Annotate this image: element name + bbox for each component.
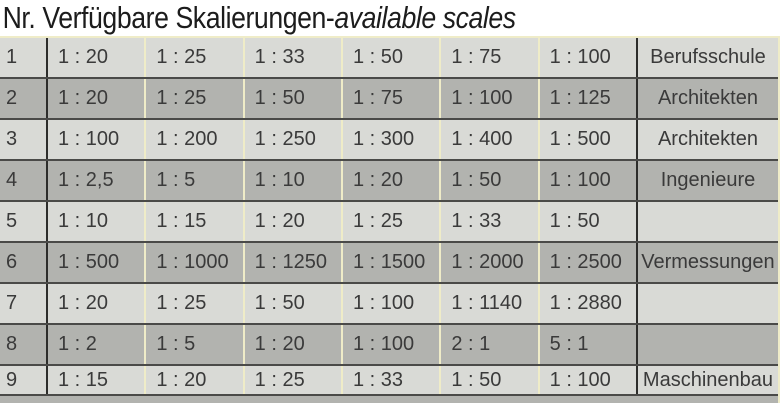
scale-cell: 1 : 20: [146, 366, 245, 394]
scale-cell: 1 : 25: [245, 366, 343, 394]
scale-cell: 1 : 500: [48, 243, 147, 282]
scale-cell: 1 : 25: [146, 38, 245, 77]
scale-cell: 1 : 10: [48, 202, 147, 241]
scale-cell: 1 : 25: [343, 202, 442, 241]
scale-cell: 1 : 15: [146, 202, 245, 241]
table-row: 1 1 : 20 1 : 25 1 : 33 1 : 50 1 : 75 1 :…: [0, 38, 778, 79]
scale-cell: 1 : 10: [245, 161, 343, 200]
scale-cell: 1 : 25: [146, 284, 245, 323]
scale-cell: 1 : 33: [441, 202, 540, 241]
category-cell: Berufsschule: [635, 38, 778, 77]
scale-cell: 1 : 20: [245, 325, 343, 364]
category-cell: Ingenieure: [635, 161, 778, 200]
scale-cell: 1 : 50: [343, 38, 442, 77]
table-row: 8 1 : 2 1 : 5 1 : 20 1 : 100 2 : 1 5 : 1: [0, 325, 778, 366]
category-cell: Maschinenbau: [635, 366, 778, 394]
row-number-cell: 3: [0, 120, 48, 159]
table-row: 6 1 : 500 1 : 1000 1 : 1250 1 : 1500 1 :…: [0, 243, 778, 284]
scale-cell: 1 : 20: [245, 202, 343, 241]
scale-cell: 5 : 1: [549, 333, 589, 355]
category-cell: Vermessungen: [635, 243, 778, 282]
row-number-cell: 1: [0, 38, 48, 77]
category-cell: Architekten: [635, 120, 778, 159]
table-rows: 1 1 : 20 1 : 25 1 : 33 1 : 50 1 : 75 1 :…: [0, 38, 778, 396]
category-cell: Architekten: [635, 79, 778, 118]
scale-cell: 1 : 20: [48, 38, 147, 77]
category-cell: [635, 284, 778, 323]
table-row: 4 1 : 2,5 1 : 5 1 : 10 1 : 20 1 : 50 1 :…: [0, 161, 778, 202]
category-cell: [635, 325, 778, 364]
scale-cell: 1 : 100: [441, 79, 540, 118]
scale-cell: 1 : 20: [343, 161, 442, 200]
scale-cell: 1 : 50: [441, 161, 540, 200]
scale-cell: 1 : 1140: [441, 284, 540, 323]
scale-cell: 1 : 100: [48, 120, 147, 159]
row-number-cell: 4: [0, 161, 48, 200]
scale-cell: 1 : 1250: [245, 243, 343, 282]
scale-cell: 1 : 100: [549, 46, 611, 68]
row-number-cell: 9: [0, 366, 48, 394]
scale-cell: 1 : 50: [441, 366, 540, 394]
scale-cell: 1 : 2: [48, 325, 147, 364]
scale-cell: 1 : 1000: [146, 243, 245, 282]
scale-cell: 1 : 75: [441, 38, 540, 77]
scale-cell: 1 : 20: [48, 79, 147, 118]
page-title: Nr. Verfügbare Skalierungen - available …: [0, 0, 671, 36]
scale-cell: 1 : 50: [245, 79, 343, 118]
scale-cell: 2 : 1: [441, 325, 540, 364]
title-subtitle: available scales: [334, 0, 516, 35]
scale-cell: 1 : 50: [245, 284, 343, 323]
scale-cell: 1 : 250: [245, 120, 343, 159]
table-row: 7 1 : 20 1 : 25 1 : 50 1 : 100 1 : 1140 …: [0, 284, 778, 325]
scale-cell: 1 : 500: [549, 128, 611, 150]
row-number-cell: 6: [0, 243, 48, 282]
row-number-cell: 5: [0, 202, 48, 241]
cropped-next-row: [0, 396, 778, 403]
scale-cell: 1 : 2,5: [48, 161, 147, 200]
scale-cell: 1 : 400: [441, 120, 540, 159]
table-row: 9 1 : 15 1 : 20 1 : 25 1 : 33 1 : 50 1 :…: [0, 366, 778, 396]
scale-cell: 1 : 100: [549, 368, 611, 391]
table-row: 2 1 : 20 1 : 25 1 : 50 1 : 75 1 : 100 1 …: [0, 79, 778, 120]
scale-cell: 1 : 5: [146, 325, 245, 364]
scale-cell: 1 : 2880: [549, 292, 622, 314]
scale-cell: 1 : 200: [146, 120, 245, 159]
scale-cell: 1 : 75: [343, 79, 442, 118]
scale-cell: 1 : 33: [343, 366, 442, 394]
title-separator: -: [325, 0, 335, 35]
row-number-cell: 8: [0, 325, 48, 364]
row-number-cell: 2: [0, 79, 48, 118]
scale-cell: 1 : 125: [549, 87, 611, 109]
category-cell: [635, 202, 778, 241]
scale-cell: 1 : 15: [48, 366, 147, 394]
scale-cell: 1 : 33: [245, 38, 343, 77]
scale-cell: 1 : 100: [343, 325, 442, 364]
table-row: 3 1 : 100 1 : 200 1 : 250 1 : 300 1 : 40…: [0, 120, 778, 161]
scale-cell: 1 : 300: [343, 120, 442, 159]
scale-cell: 1 : 1500: [343, 243, 442, 282]
scales-table: 1 1 : 20 1 : 25 1 : 33 1 : 50 1 : 75 1 :…: [0, 36, 780, 403]
row-number-cell: 7: [0, 284, 48, 323]
scale-cell: 1 : 50: [549, 210, 600, 232]
title-main: Nr. Verfügbare Skalierungen: [2, 0, 327, 35]
scale-cell: 1 : 2500: [549, 251, 622, 273]
scale-cell: 1 : 2000: [441, 243, 540, 282]
table-row: 5 1 : 10 1 : 15 1 : 20 1 : 25 1 : 33 1 :…: [0, 202, 778, 243]
scale-cell: 1 : 5: [146, 161, 245, 200]
scale-cell: 1 : 25: [146, 79, 245, 118]
scale-cell: 1 : 20: [48, 284, 147, 323]
scale-cell: 1 : 100: [343, 284, 442, 323]
scale-cell: 1 : 100: [549, 169, 611, 191]
